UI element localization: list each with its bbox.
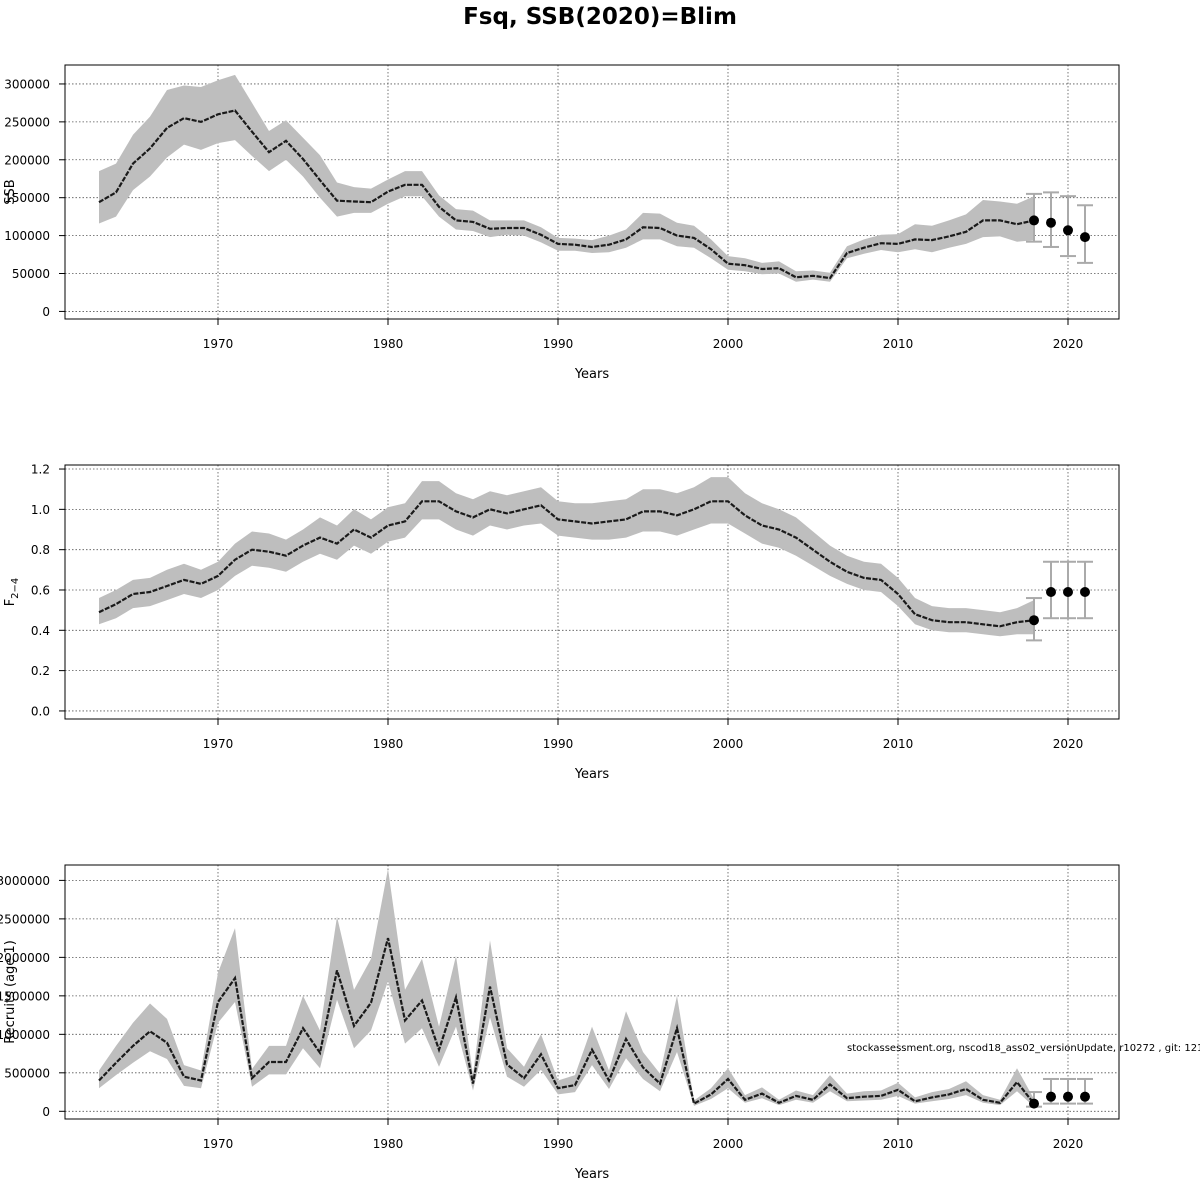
- y-tick-label: 1.2: [31, 463, 50, 477]
- figure-title: Fsq, SSB(2020)=Blim: [463, 4, 737, 30]
- y-tick-label: 200000: [4, 153, 50, 167]
- forecast-point: [1063, 1091, 1073, 1102]
- forecast-point: [1080, 587, 1090, 597]
- y-axis-label-subscript: 2−4: [10, 578, 21, 599]
- x-tick-label: 2010: [883, 737, 914, 751]
- x-tick-label: 1990: [543, 737, 574, 751]
- x-tick-label: 2000: [713, 737, 744, 751]
- panel-1: 1970 1980 1990 2000 2010 2020 0 50000 100000 1500…: [3, 64, 1120, 382]
- x-tick-label: 1990: [543, 1137, 574, 1151]
- x-tick-label: 1980: [373, 337, 404, 351]
- x-axis-label: Years: [574, 367, 610, 382]
- y-tick-label: 150000: [4, 191, 50, 205]
- forecast-point: [1063, 225, 1073, 236]
- y-tick-label: 500000: [4, 1066, 50, 1080]
- footnote: stockassessment.org, nscod18_ass02_versi…: [847, 1043, 1200, 1054]
- x-tick-label: 1980: [373, 737, 404, 751]
- confidence-band: [99, 868, 1034, 1107]
- x-tick-label: 1980: [373, 1137, 404, 1151]
- y-tick-label: 0: [42, 305, 50, 319]
- y-tick-label: 300000: [4, 77, 50, 91]
- y-tick-label: 250000: [4, 115, 50, 129]
- x-tick-label: 2000: [713, 337, 744, 351]
- confidence-band: [99, 74, 1034, 282]
- y-tick-label: 2500000: [0, 912, 50, 926]
- estimate-line: [98, 937, 1035, 1106]
- y-tick-label: 0: [42, 1105, 50, 1119]
- x-tick-label: 1990: [543, 337, 574, 351]
- y-tick-label: 1500000: [0, 989, 50, 1003]
- y-tick-label: 0.0: [31, 704, 50, 718]
- forecast-point: [1080, 232, 1090, 243]
- y-tick-label: 0.2: [31, 664, 50, 678]
- y-tick-label: 3000000: [0, 874, 50, 888]
- y-axis-label-main: Recruits (age 1): [3, 940, 18, 1044]
- y-tick-label: 1.0: [31, 503, 50, 517]
- panel-3: 1970 1980 1990 2000 2010 2020 0 500000 1000000 15…: [0, 864, 1120, 1182]
- y-axis-label: SSB: [3, 179, 18, 204]
- forecast-point: [1029, 215, 1039, 226]
- x-tick-label: 1970: [203, 1137, 234, 1151]
- panels: 1970 1980 1990 2000 2010 2020 0 50000 100000 1500…: [0, 64, 1120, 1182]
- plot-frame: [64, 64, 1120, 320]
- y-tick-label: 0.8: [31, 543, 50, 557]
- x-tick-label: 1970: [203, 737, 234, 751]
- y-axis-label: Recruits (age 1): [3, 940, 18, 1044]
- estimate-line: [98, 109, 1035, 280]
- forecast-point: [1080, 1091, 1090, 1102]
- x-tick-label: 2020: [1053, 337, 1084, 351]
- x-tick-label: 1970: [203, 337, 234, 351]
- x-axis-label: Years: [574, 1167, 610, 1182]
- x-tick-label: 2010: [883, 1137, 914, 1151]
- x-axis-label: Years: [574, 767, 610, 782]
- forecast-point: [1063, 587, 1073, 597]
- y-axis-label: F2−4: [3, 578, 21, 607]
- y-tick-label: 0.6: [31, 583, 50, 597]
- forecast-point: [1046, 587, 1056, 597]
- x-tick-label: 2020: [1053, 1137, 1084, 1151]
- y-axis-label-main: SSB: [3, 179, 18, 204]
- forecast-point: [1029, 1098, 1039, 1109]
- x-tick-label: 2020: [1053, 737, 1084, 751]
- y-tick-label: 2000000: [0, 951, 50, 965]
- x-tick-label: 2010: [883, 337, 914, 351]
- y-axis-label-main: F: [3, 599, 18, 606]
- y-tick-label: 0.4: [31, 624, 50, 638]
- y-tick-label: 50000: [12, 267, 50, 281]
- y-tick-label: 1000000: [0, 1028, 50, 1042]
- plot-frame: [64, 864, 1120, 1120]
- forecast-point: [1046, 1091, 1056, 1102]
- estimate-line: [98, 500, 1035, 628]
- plot-frame: [64, 464, 1120, 720]
- y-tick-label: 100000: [4, 229, 50, 243]
- forecast-point: [1046, 217, 1056, 228]
- panel-2: 1970 1980 1990 2000 2010 2020 0.0 0.2 0.4 0.6 0.8 1…: [3, 463, 1120, 782]
- x-tick-label: 2000: [713, 1137, 744, 1151]
- forecast-point: [1029, 615, 1039, 626]
